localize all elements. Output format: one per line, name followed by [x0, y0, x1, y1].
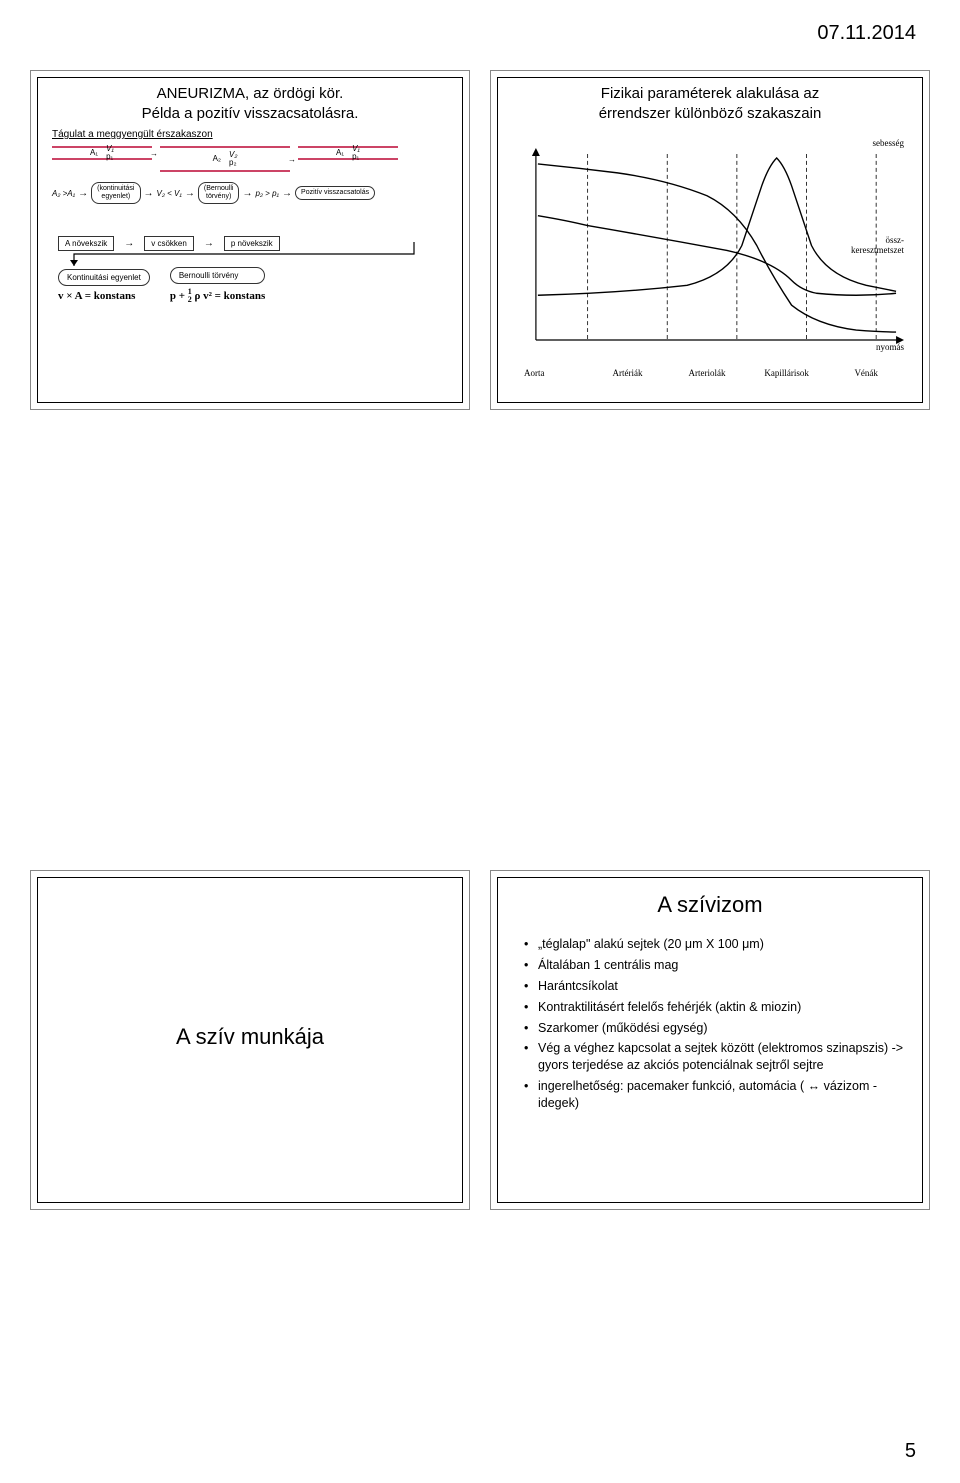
box-continuity: (kontinuitásiegyenlet)	[91, 182, 140, 204]
slide4-list: „téglalap" alakú sejtek (20 μm X 100 μm)…	[524, 936, 904, 1112]
ylabel-velocity: sebesség	[851, 138, 904, 148]
ylabel-pressure: nyomás	[851, 342, 904, 352]
y-axis-labels: sebesség össz- keresztmetszet nyomás	[851, 138, 904, 352]
xlabel-kapillarisok: Kapillárisok	[747, 368, 827, 378]
slide-aneurizma: ANEURIZMA, az ördögi kör. Példa a pozití…	[30, 70, 470, 410]
box-positive-feedback: Pozitív visszacsatolás	[295, 186, 375, 200]
slide-szivizom: A szívizom „téglalap" alakú sejtek (20 μ…	[490, 870, 930, 1210]
pipe-segment-2: A₂ V₂p₂ →	[160, 146, 290, 172]
continuity-equation: v × A = konstans	[58, 290, 150, 302]
box-bernoulli: (Bernoullitörvény)	[198, 182, 240, 204]
slide-row-1: ANEURIZMA, az ördögi kör. Példa a pozití…	[30, 70, 930, 420]
label-a1: A₁	[90, 149, 98, 157]
slide1-title-line1: ANEURIZMA, az ördögi kör.	[157, 85, 344, 102]
label-p1b: p₁	[352, 153, 360, 161]
feedback-arrow	[64, 242, 424, 266]
date-header: 07.11.2014	[817, 22, 916, 45]
list-item: Szarkomer (működési egység)	[524, 1020, 904, 1037]
pipe-segment-1: A₁ V₁p₁ →	[52, 146, 152, 160]
slide3-title: A szív munkája	[38, 1024, 462, 1050]
xlabel-arteriolak: Arteriolák	[667, 368, 747, 378]
label-a1b: A₁	[336, 149, 344, 157]
slide4-title: A szívizom	[498, 892, 922, 918]
slide2-title-line1: Fizikai paraméterek alakulása az	[601, 85, 819, 102]
xlabel-arteriak: Artériák	[588, 368, 668, 378]
equations: Kontinuitási egyenlet v × A = konstans B…	[58, 267, 462, 304]
label-p2: p₂	[229, 159, 237, 167]
slide2-title: Fizikai paraméterek alakulása az érrends…	[498, 84, 922, 123]
parameter-chart	[518, 133, 906, 358]
list-item: ingerelhetőség: pacemaker funkció, autom…	[524, 1078, 904, 1112]
bernoulli-equation: p + 12 ρ v² = konstans	[170, 288, 265, 304]
slide1-title-line2: Példa a pozitív visszacsatolásra.	[142, 105, 359, 122]
list-item: „téglalap" alakú sejtek (20 μm X 100 μm)	[524, 936, 904, 953]
xlabel-aorta: Aorta	[518, 368, 588, 378]
slide2-title-line2: érrendszer különböző szakaszain	[599, 105, 822, 122]
slide-sziv-munkaja: A szív munkája	[30, 870, 470, 1210]
ylabel-area: össz- keresztmetszet	[851, 235, 904, 255]
expr-a2gt: A₂ >A₁	[52, 189, 75, 198]
chart-area	[518, 133, 906, 358]
slide1-subtitle: Tágulat a meggyengült érszakaszon	[52, 129, 462, 140]
slide-fizikai-parameterek: Fizikai paraméterek alakulása az érrends…	[490, 70, 930, 410]
label-continuity-eq: Kontinuitási egyenlet	[58, 269, 150, 286]
grid-dividers	[588, 154, 877, 340]
list-item: Kontraktilitásért felelős fehérjék (akti…	[524, 999, 904, 1016]
label-a2: A₂	[213, 155, 221, 163]
slide-row-2: A szív munkája A szívizom „téglalap" ala…	[30, 870, 930, 1220]
page-number: 5	[905, 1440, 916, 1463]
expr-p2gt: p₂ > p₁	[255, 189, 279, 198]
list-item: Harántcsíkolat	[524, 978, 904, 995]
xlabel-venak: Vénák	[826, 368, 906, 378]
pipe-diagram: A₁ V₁p₁ → A₂ V₂p₂ → A₁ V₁p₁	[52, 146, 462, 172]
label-p1: p₁	[106, 153, 114, 161]
label-bernoulli-eq: Bernoulli törvény	[170, 267, 265, 284]
pipe-segment-3: A₁ V₁p₁	[298, 146, 398, 160]
x-axis-labels: Aorta Artériák Arteriolák Kapillárisok V…	[518, 368, 906, 378]
slide1-title: ANEURIZMA, az ördögi kör. Példa a pozití…	[38, 84, 462, 123]
list-item: Vég a véghez kapcsolat a sejtek között (…	[524, 1040, 904, 1074]
curve-velocity	[538, 216, 896, 296]
expr-v2lt: V₂ < V₁	[157, 189, 182, 198]
logic-chain: A₂ >A₁ → (kontinuitásiegyenlet) → V₂ < V…	[52, 182, 462, 204]
list-item: Általában 1 centrális mag	[524, 957, 904, 974]
